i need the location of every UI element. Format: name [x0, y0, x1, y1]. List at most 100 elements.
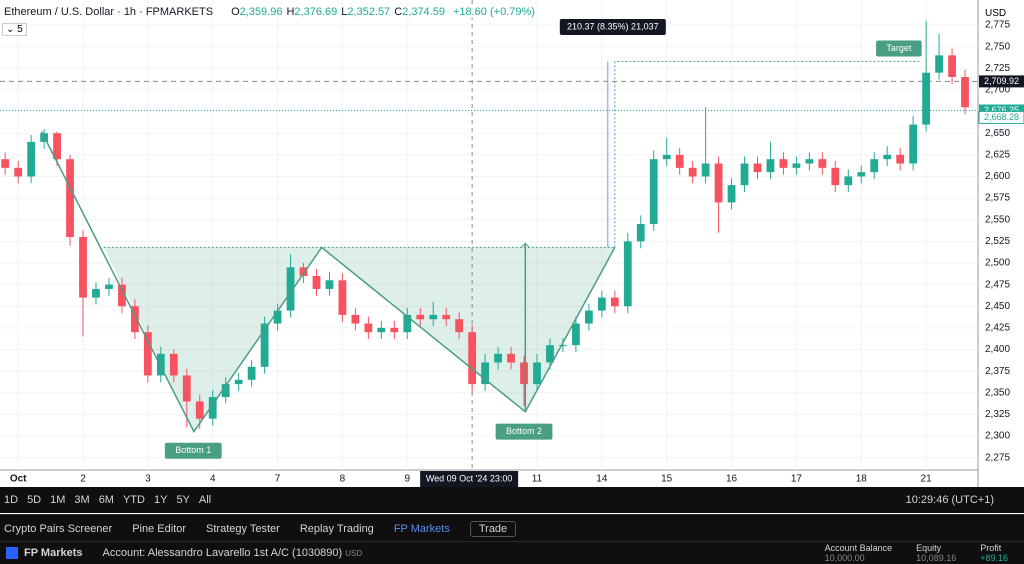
x-tick-label: Oct	[10, 474, 27, 485]
pattern-label: Bottom 2	[506, 426, 542, 436]
range-button[interactable]: YTD	[122, 494, 145, 506]
x-tick-label: 18	[856, 474, 868, 485]
candle-body	[740, 163, 749, 186]
candle-body	[701, 163, 710, 177]
x-tick-label: 14	[596, 474, 608, 485]
y-tick-label: 2,350	[985, 387, 1010, 398]
candle-body	[766, 159, 775, 173]
tabs: Crypto Pairs Screener Pine Editor Strategy…	[0, 514, 1024, 542]
candle-body	[688, 167, 697, 177]
indicators[interactable]: ⌄ 5	[2, 23, 27, 36]
candle-body	[727, 185, 736, 203]
label-box	[876, 40, 922, 57]
currency[interactable]: USD	[985, 8, 1007, 19]
candle-body	[247, 366, 256, 380]
ohlc-key: C	[394, 6, 403, 18]
tab[interactable]: Strategy Tester	[206, 522, 280, 535]
tab[interactable]: FP Markets	[393, 522, 450, 535]
ohlc-key: H	[286, 6, 295, 18]
candle-body	[312, 275, 321, 289]
range-button[interactable]: 5D	[27, 494, 42, 506]
y-tick-label: 2,500	[985, 258, 1010, 269]
candle-body	[649, 159, 658, 225]
candle-body	[818, 159, 827, 168]
range-button[interactable]: 6M	[98, 494, 114, 506]
y-tick-label: 2,700	[985, 85, 1010, 96]
legend: Ethereum / U.S. Dollar · 1h · FPMARKETS …	[4, 6, 535, 18]
candle-body	[14, 167, 23, 177]
tab[interactable]: Pine Editor	[132, 522, 187, 535]
candle-body	[286, 267, 295, 311]
candle-body	[208, 397, 217, 419]
tooltip-box	[559, 19, 666, 35]
candle-body	[675, 154, 684, 168]
range-button[interactable]: 3M	[74, 494, 90, 506]
chart: 2,275 2,300 2,325 2,350 2,375 2,400 2,425 2,450…	[0, 0, 1024, 487]
candle-body	[416, 314, 425, 320]
x-tick-label: 21	[921, 474, 933, 485]
x-tick-label: 2	[80, 474, 86, 485]
pattern-label: Target	[886, 43, 912, 53]
ohlc-value: 2,376.69	[294, 6, 338, 18]
candle-body	[455, 319, 464, 333]
stat-value: 10,089.16	[916, 553, 957, 563]
measure-label: 210.37 (8.35%) 21,037	[567, 21, 659, 31]
y-tick-label: 2,475	[985, 279, 1010, 290]
range-button[interactable]: 1D	[4, 494, 19, 506]
candle-body	[507, 353, 515, 363]
y-tick-label: 2,400	[985, 344, 1010, 355]
candle-body	[273, 310, 282, 324]
candle-body	[1, 159, 10, 168]
x-tick-label: 11	[532, 474, 543, 485]
crosshair-box	[420, 471, 519, 487]
y-tick-label: 2,650	[985, 128, 1010, 139]
range-button[interactable]: 5Y	[176, 494, 190, 506]
pattern-area	[103, 247, 615, 432]
candle-body	[442, 314, 451, 320]
x-tick-label: 17	[791, 474, 803, 485]
stat-value: 10,000.00	[824, 553, 865, 563]
tab[interactable]: Trade	[469, 520, 517, 537]
candle-body	[79, 237, 87, 298]
candle-body	[169, 353, 178, 376]
price-label-box	[978, 110, 1024, 124]
candle-body	[364, 323, 373, 333]
crosshair-label: Wed 09 Oct '24 23:00	[426, 473, 513, 483]
tab[interactable]: Crypto Pairs Screener	[4, 522, 113, 535]
y-tick-label: 2,450	[985, 301, 1010, 312]
y-tick-label: 2,750	[985, 41, 1010, 52]
stat: Equity 10,089.16	[916, 543, 956, 563]
candle-body	[623, 241, 632, 307]
candle-body	[468, 332, 477, 385]
y-tick-label: 2,575	[985, 193, 1010, 204]
candle-body	[143, 332, 152, 376]
ohlc-value: 2,352.57	[347, 6, 391, 18]
label-box	[164, 442, 222, 459]
candle-body	[948, 55, 956, 77]
price-label: 2,668.28	[984, 112, 1019, 122]
label-box	[495, 423, 553, 440]
candle-body	[27, 141, 36, 177]
range-button[interactable]: 1M	[50, 494, 66, 506]
y-tick-label: 2,325	[985, 409, 1010, 420]
ranges: 1D 5D 1M 3M 6M YTD 1Y 5Y All	[4, 494, 211, 506]
candle-body	[377, 327, 386, 333]
stat-value: +89.16	[980, 553, 1008, 563]
candle-body	[896, 154, 905, 164]
stats: Account Balance 10,000.00 Equity 10,089.16 P…	[825, 543, 1008, 563]
account-name: Account: Alessandro Lavarello 1st A/C (1…	[102, 547, 343, 559]
range-button[interactable]: 1Y	[153, 494, 168, 506]
candle-body	[597, 297, 606, 311]
y-tick-label: 2,300	[985, 431, 1010, 442]
ohlc-value: 2,359.96	[239, 6, 283, 18]
x-tick-label: 9	[405, 474, 411, 485]
tab[interactable]: Replay Trading	[299, 522, 374, 535]
range-button[interactable]: All	[198, 494, 212, 506]
candle-body	[195, 401, 204, 419]
candle-body	[533, 362, 541, 385]
y-tick-label: 2,550	[985, 214, 1010, 225]
candle-body	[870, 159, 879, 173]
candle-body	[792, 163, 801, 168]
candle-body	[883, 154, 892, 160]
candle-body	[935, 55, 943, 73]
